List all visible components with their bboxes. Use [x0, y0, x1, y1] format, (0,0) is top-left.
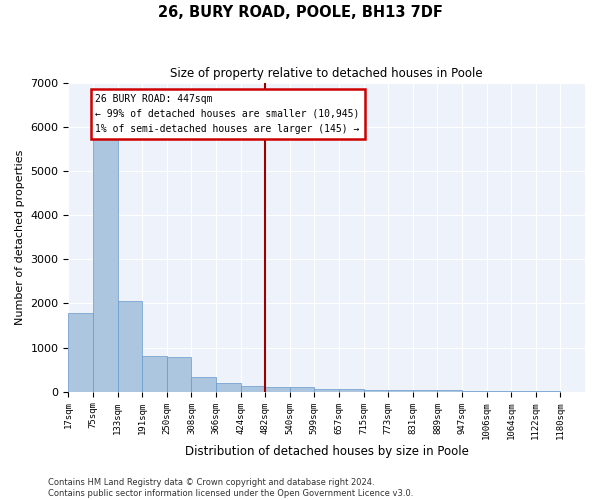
Bar	[339, 389, 364, 392]
Bar	[290, 388, 314, 392]
Bar	[462, 390, 487, 392]
Bar	[167, 357, 191, 392]
Bar	[487, 391, 511, 392]
Bar	[191, 376, 216, 392]
Bar	[364, 390, 388, 392]
X-axis label: Distribution of detached houses by size in Poole: Distribution of detached houses by size …	[185, 444, 469, 458]
Bar	[93, 137, 118, 392]
Bar	[265, 386, 290, 392]
Text: 26, BURY ROAD, POOLE, BH13 7DF: 26, BURY ROAD, POOLE, BH13 7DF	[158, 5, 442, 20]
Text: 26 BURY ROAD: 447sqm
← 99% of detached houses are smaller (10,945)
1% of semi-de: 26 BURY ROAD: 447sqm ← 99% of detached h…	[95, 94, 360, 134]
Bar	[241, 386, 265, 392]
Bar	[388, 390, 413, 392]
Bar	[216, 383, 241, 392]
Bar	[413, 390, 437, 392]
Bar	[511, 391, 536, 392]
Y-axis label: Number of detached properties: Number of detached properties	[15, 150, 25, 325]
Bar	[437, 390, 462, 392]
Bar	[118, 301, 142, 392]
Bar	[142, 356, 167, 392]
Text: Contains HM Land Registry data © Crown copyright and database right 2024.
Contai: Contains HM Land Registry data © Crown c…	[48, 478, 413, 498]
Bar	[68, 313, 93, 392]
Bar	[314, 388, 339, 392]
Title: Size of property relative to detached houses in Poole: Size of property relative to detached ho…	[170, 68, 483, 80]
